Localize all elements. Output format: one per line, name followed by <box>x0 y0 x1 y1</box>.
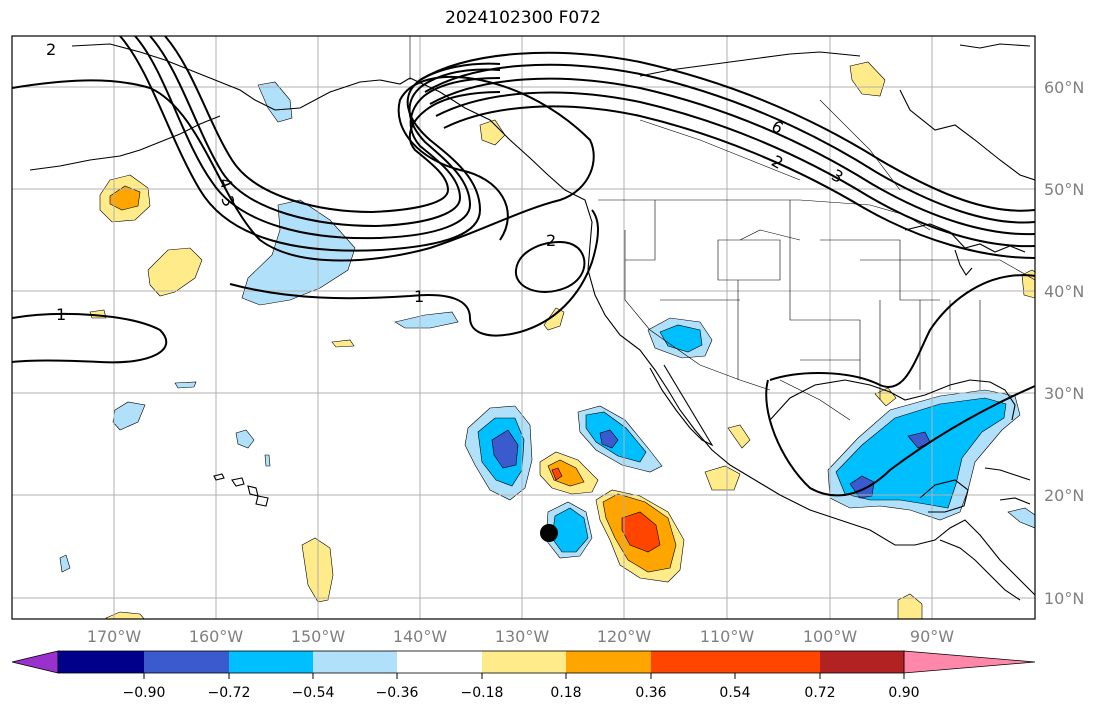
coastlines <box>29 43 1035 601</box>
map-title: 2024102300 F072 <box>445 8 601 28</box>
colorbar-tick-label: 0.36 <box>635 685 666 701</box>
colorbar-tick-label: −0.18 <box>461 685 504 701</box>
anomaly-region <box>849 475 875 499</box>
anomaly-region <box>491 429 519 469</box>
anomaly-region <box>331 339 355 348</box>
colorbar-segment <box>820 651 904 673</box>
colorbar-tick-label: 0.72 <box>804 685 835 701</box>
contour-label: 2 <box>46 40 56 59</box>
anomaly-region <box>659 324 703 353</box>
anomaly-region <box>585 411 647 463</box>
longitude-label: 90°W <box>910 627 954 646</box>
longitude-label: 130°W <box>495 627 550 646</box>
longitude-label: 120°W <box>597 627 652 646</box>
colorbar-tick-label: −0.54 <box>292 685 335 701</box>
colorbar-segment <box>58 651 144 673</box>
anomaly-region <box>1007 507 1035 529</box>
longitude-label: 150°W <box>291 627 346 646</box>
colorbar-tick-label: −0.72 <box>208 685 251 701</box>
anomaly-region <box>394 311 459 329</box>
anomaly-region <box>621 511 661 553</box>
colorbar-segment <box>397 651 482 673</box>
colorbar-segment <box>651 651 735 673</box>
anomaly-region <box>704 465 741 491</box>
anomaly-region <box>174 381 197 389</box>
anomaly-region <box>257 81 293 123</box>
anomaly-region <box>264 454 271 467</box>
latitude-label: 30°N <box>1044 384 1084 403</box>
map-frame <box>11 35 1036 620</box>
longitude-label: 110°W <box>700 627 755 646</box>
colorbar-extend-low <box>11 650 59 674</box>
anomaly-region <box>543 307 565 331</box>
latitude-axis: 60°N 50°N 40°N 30°N 20°N 10°N <box>1044 78 1084 608</box>
longitude-axis: 170°W 160°W 150°W 140°W 130°W 120°W 110°… <box>87 627 954 646</box>
map-frame-background <box>12 36 1035 619</box>
colorbar-outline <box>57 650 905 674</box>
anomaly-fill-layer <box>59 61 1035 619</box>
longitude-label: 140°W <box>393 627 448 646</box>
colorbar-segment <box>229 651 313 673</box>
storm-position-dot <box>540 524 558 542</box>
colorbar-segment <box>313 651 397 673</box>
anomaly-region <box>479 119 506 146</box>
colorbar-ticks <box>143 673 905 679</box>
anomaly-region <box>109 185 141 211</box>
colorbar-tick-label: −0.90 <box>123 685 166 701</box>
anomaly-region <box>59 554 71 573</box>
contour-label: 1 <box>414 287 424 306</box>
anomaly-region <box>112 401 146 431</box>
colorbar-tick-label: −0.36 <box>376 685 419 701</box>
colorbar-segment <box>735 651 820 673</box>
anomaly-region <box>599 429 619 449</box>
colorbar-extend-high <box>903 650 1036 674</box>
anomaly-region <box>147 247 203 297</box>
anomaly-region <box>105 611 145 619</box>
anomaly-region <box>727 424 751 449</box>
longitude-label: 160°W <box>189 627 244 646</box>
colorbar-segment <box>144 651 229 673</box>
anomaly-region <box>897 593 923 619</box>
latitude-label: 40°N <box>1044 282 1084 301</box>
latitude-label: 10°N <box>1044 589 1084 608</box>
contour-label: 1 <box>56 305 66 324</box>
anomaly-region <box>241 199 356 306</box>
colorbar-tick-label: 0.90 <box>888 685 919 701</box>
latitude-label: 60°N <box>1044 78 1084 97</box>
latitude-label: 20°N <box>1044 486 1084 505</box>
contour-lines <box>12 36 1035 497</box>
longitude-label: 170°W <box>87 627 142 646</box>
colorbar-tick-label: 0.54 <box>719 685 750 701</box>
anomaly-region <box>235 429 255 449</box>
colorbar: −0.90 −0.72 −0.54 −0.36 −0.18 0.18 0.36 … <box>11 650 1036 701</box>
contour-label: 2 <box>546 231 556 250</box>
colorbar-segment <box>482 651 566 673</box>
colorbar-segment <box>566 651 651 673</box>
anomaly-region <box>551 467 563 481</box>
latitude-label: 50°N <box>1044 180 1084 199</box>
longitude-label: 100°W <box>803 627 858 646</box>
colorbar-tick-label: 0.18 <box>550 685 581 701</box>
